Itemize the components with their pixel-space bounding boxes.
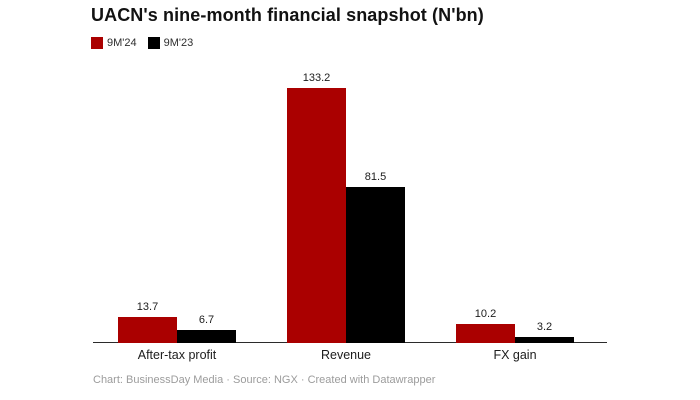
legend-swatch-icon: [147, 37, 160, 49]
bar-9M'23-Revenue: [346, 187, 405, 343]
bar-9M'24-Revenue: [287, 88, 346, 343]
bar-value-label: 10.2: [474, 307, 497, 320]
plot-area: 13.7 6.7 After-tax profit 133.2 81.5 Revenue 1…: [93, 72, 607, 362]
category-label: After-tax profit: [137, 348, 217, 362]
bar-value-label: 13.7: [136, 300, 159, 313]
category-label: Revenue: [320, 348, 372, 362]
chart-title: UACN's nine-month financial snapshot (N'…: [91, 5, 484, 25]
bar-9M'23-FX gain: [515, 336, 574, 343]
legend-label: 9M'23: [163, 37, 194, 49]
attribution-line: Chart: BusinessDay Media · Source: NGX ·…: [93, 374, 436, 386]
bar-value-label: 6.7: [198, 314, 215, 327]
legend: 9M'24 9M'23: [91, 37, 193, 49]
bar-9M'24-FX gain: [456, 323, 515, 343]
legend-label: 9M'24: [107, 37, 137, 49]
legend-item: 9M'24: [91, 37, 137, 49]
bar-value-label: 81.5: [364, 171, 387, 183]
bar-9M'23-After-tax profit: [177, 330, 236, 343]
bar-9M'24-After-tax profit: [118, 316, 177, 343]
legend-swatch-icon: [91, 37, 103, 49]
legend-item: 9M'23: [147, 37, 194, 49]
category-label: FX gain: [493, 348, 537, 362]
bar-value-label: 133.2: [302, 72, 331, 84]
bar-value-label: 3.2: [536, 320, 553, 333]
